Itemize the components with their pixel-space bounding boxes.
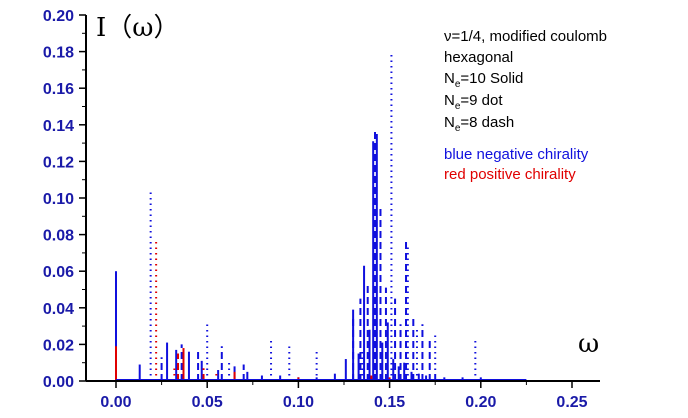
y-tick-label: 0.06 [43,264,74,281]
y-axis-label: I（ω） [96,13,179,43]
annotation-line-7: red positive chirality [444,166,576,183]
y-tick-label: 0.08 [43,228,74,245]
tick-layer: 0.00 0.05 0.10 0.15 0.20 0.25 0.00 0.02 0.04 0.06… [43,8,588,411]
y-tick-label: 0.14 [43,118,74,135]
annotation-line-1: ν=1/4, modified coulomb [444,28,607,45]
y-tick-label: 0.20 [43,8,74,25]
annotation-line-3: Ne=10 Solid [444,70,523,90]
annotation-line-2: hexagonal [444,49,513,66]
y-tick-label: 0.10 [43,191,74,208]
x-tick-label: 0.00 [100,394,131,411]
annotation-line-4: Ne=9 dot [444,92,503,112]
y-tick-label: 0.00 [43,374,74,391]
x-tick-label: 0.05 [192,394,223,411]
x-tick-label: 0.25 [556,394,587,411]
annotation-block: ν=1/4, modified coulomb hexagonal Ne=10 … [444,28,607,183]
annotation-line-6: blue negative chirality [444,146,589,163]
y-tick-label: 0.16 [43,81,74,98]
x-tick-label: 0.10 [283,394,314,411]
x-tick-label: 0.20 [465,394,496,411]
y-tick-label: 0.02 [43,337,74,354]
x-axis-label: ω [578,329,599,359]
y-tick-label: 0.04 [43,301,74,318]
spike-layer [115,53,527,381]
y-tick-label: 0.18 [43,45,74,62]
x-tick-label: 0.15 [374,394,405,411]
annotation-line-5: Ne=8 dash [444,114,514,134]
y-tick-label: 0.12 [43,154,74,171]
